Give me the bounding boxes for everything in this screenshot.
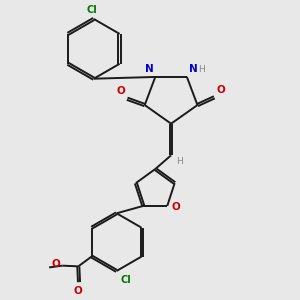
Text: O: O <box>172 202 180 212</box>
Text: O: O <box>52 259 60 269</box>
Text: O: O <box>74 286 83 296</box>
Text: N: N <box>145 64 154 74</box>
Text: Cl: Cl <box>120 275 131 285</box>
Text: O: O <box>116 86 125 96</box>
Text: H: H <box>198 65 205 74</box>
Text: H: H <box>176 157 183 166</box>
Text: N: N <box>189 64 197 74</box>
Text: Cl: Cl <box>87 5 98 15</box>
Text: O: O <box>216 85 225 95</box>
